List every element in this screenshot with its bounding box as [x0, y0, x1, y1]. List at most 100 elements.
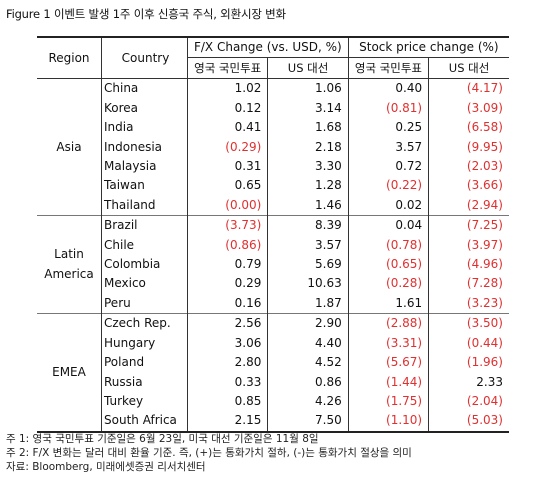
value-cell-fx-election: 1.87 — [267, 293, 349, 314]
footnotes: 주 1: 영국 국민투표 기준일은 6월 23일, 미국 대선 기준일은 11월… — [6, 432, 412, 474]
value-cell-fx-brexit: 1.02 — [186, 78, 268, 99]
value-cell-stock-election: (9.95) — [428, 137, 509, 158]
value-cell-stock-election: (0.44) — [428, 333, 509, 354]
value-cell-fx-brexit: 0.85 — [186, 391, 268, 412]
country-cell: Turkey — [104, 393, 144, 408]
value-cell-stock-election: (2.94) — [428, 195, 509, 216]
value-cell-fx-election: 0.86 — [267, 372, 349, 392]
value-cell-stock-brexit: (1.10) — [347, 411, 429, 433]
table-row: Taiwan 0.65 1.28 (0.22) (3.66) — [37, 176, 509, 196]
header-fx-brexit: 영국 국민투표 — [186, 57, 268, 80]
value-cell-stock-election: (3.09) — [428, 98, 509, 119]
value-cell-fx-brexit: 0.29 — [186, 274, 268, 294]
country-cell: Czech Rep. — [101, 313, 188, 334]
table-row: Malaysia 0.31 3.30 0.72 (2.03) — [37, 157, 509, 177]
table-row: Colombia 0.79 5.69 (0.65) (4.96) — [37, 255, 509, 275]
region-label-line: Latin — [54, 247, 84, 262]
table-row: Peru 0.16 1.87 1.61 (3.23) — [37, 293, 509, 314]
value-cell-stock-election: (4.96) — [428, 255, 509, 275]
value-cell-fx-election: 10.63 — [267, 274, 349, 294]
region-label: Asia — [37, 78, 102, 216]
country-cell: Korea — [104, 100, 139, 115]
value-cell-fx-election: 7.50 — [267, 411, 349, 433]
country-cell: Colombia — [104, 257, 161, 272]
region-label: EMEA — [37, 313, 102, 433]
value-cell-stock-election: (3.50) — [428, 313, 509, 334]
table-row: Latin America Brazil (3.73) 8.39 0.04 (7.25) — [37, 215, 509, 314]
country-cell: Indonesia — [104, 139, 163, 154]
table-body: Asia China 1.02 1.06 0.40 (4.17) Korea 0.12 3.14… — [37, 78, 509, 433]
value-cell-stock-brexit: (3.31) — [347, 333, 429, 354]
header-stock-brexit: 영국 국민투표 — [347, 57, 429, 80]
value-cell-fx-brexit: (0.00) — [186, 195, 268, 216]
value-cell-fx-brexit: 0.41 — [186, 118, 268, 138]
value-cell-stock-election: (3.97) — [428, 235, 509, 256]
country-cell: South Africa — [101, 411, 188, 433]
value-cell-fx-election: 4.52 — [267, 353, 349, 373]
value-cell-stock-brexit: (0.28) — [347, 274, 429, 294]
table-row: Hungary 3.06 4.40 (3.31) (0.44) — [37, 333, 509, 354]
country-cell: Poland — [104, 355, 145, 370]
value-cell-stock-brexit: 1.61 — [347, 293, 429, 314]
value-cell-stock-election: (1.96) — [428, 353, 509, 373]
value-cell-fx-brexit: (3.73) — [186, 215, 268, 236]
value-cell-stock-brexit: (1.44) — [347, 372, 429, 392]
header-region: Region — [37, 36, 102, 80]
figure-title: Figure 1 이벤트 발생 1주 이후 신흥국 주식, 외환시장 변화 — [6, 7, 286, 21]
value-cell-fx-brexit: (0.29) — [186, 137, 268, 158]
value-cell-fx-brexit: 0.31 — [186, 157, 268, 177]
value-cell-stock-brexit: (2.88) — [347, 313, 429, 334]
value-cell-stock-brexit: 0.72 — [347, 157, 429, 177]
header-stock-group: Stock price change (%) — [347, 36, 509, 58]
table-row: Russia 0.33 0.86 (1.44) 2.33 — [37, 372, 509, 392]
value-cell-stock-brexit: 0.04 — [347, 215, 429, 236]
value-cell-stock-brexit: 0.25 — [347, 118, 429, 138]
country-cell: Taiwan — [104, 178, 145, 193]
value-cell-fx-brexit: 3.06 — [186, 333, 268, 354]
value-cell-fx-election: 2.18 — [267, 137, 349, 158]
table-row: India 0.41 1.68 0.25 (6.58) — [37, 118, 509, 138]
footnote-1: 주 1: 영국 국민투표 기준일은 6월 23일, 미국 대선 기준일은 11월… — [6, 433, 319, 445]
country-cell: Thailand — [104, 197, 156, 212]
table-row: Turkey 0.85 4.26 (1.75) (2.04) — [37, 391, 509, 412]
country-cell: Russia — [104, 374, 143, 389]
value-cell-stock-brexit: 3.57 — [347, 137, 429, 158]
value-cell-stock-election: (3.66) — [428, 176, 509, 196]
value-cell-fx-election: 1.06 — [267, 78, 349, 99]
country-cell: Hungary — [104, 335, 156, 350]
table-row: Thailand (0.00) 1.46 0.02 (2.94) — [37, 195, 509, 216]
region-label: Latin America — [37, 215, 102, 314]
footnote-2: 주 2: F/X 변화는 달러 대비 환율 기준. 즉, (+)는 통화가치 절… — [6, 447, 412, 459]
table-row: Poland 2.80 4.52 (5.67) (1.96) — [37, 353, 509, 373]
country-cell: Peru — [104, 295, 131, 310]
value-cell-fx-election: 3.57 — [267, 235, 349, 256]
value-cell-fx-brexit: 0.33 — [186, 372, 268, 392]
country-cell: Brazil — [101, 215, 188, 236]
table-row: Mexico 0.29 10.63 (0.28) (7.28) — [37, 274, 509, 294]
value-cell-fx-brexit: 0.79 — [186, 255, 268, 275]
value-cell-fx-brexit: 0.12 — [186, 98, 268, 119]
value-cell-fx-election: 2.90 — [267, 313, 349, 334]
value-cell-fx-election: 3.14 — [267, 98, 349, 119]
value-cell-stock-election: (2.04) — [428, 391, 509, 412]
value-cell-stock-election: (6.58) — [428, 118, 509, 138]
header-country: Country — [101, 36, 188, 80]
value-cell-stock-election: (7.25) — [428, 215, 509, 236]
value-cell-fx-brexit: 2.80 — [186, 353, 268, 373]
value-cell-fx-election: 1.46 — [267, 195, 349, 216]
value-cell-fx-election: 4.26 — [267, 391, 349, 412]
value-cell-fx-election: 4.40 — [267, 333, 349, 354]
data-table: Region Country F/X Change (vs. USD, %) S… — [37, 36, 509, 433]
table-row: Indonesia (0.29) 2.18 3.57 (9.95) — [37, 137, 509, 158]
table-row: Korea 0.12 3.14 (0.81) (3.09) — [37, 98, 509, 119]
value-cell-stock-election: (5.03) — [428, 411, 509, 433]
table-row: EMEA Czech Rep. 2.56 2.90 (2.88) (3.50) — [37, 313, 509, 433]
value-cell-stock-brexit: (5.67) — [347, 353, 429, 373]
header-stock-election: US 대선 — [428, 57, 509, 80]
value-cell-fx-brexit: (0.86) — [186, 235, 268, 256]
value-cell-fx-brexit: 0.65 — [186, 176, 268, 196]
country-cell: Malaysia — [104, 159, 157, 174]
country-cell: China — [104, 81, 139, 96]
value-cell-stock-brexit: 0.02 — [347, 195, 429, 216]
value-cell-stock-election: (3.23) — [428, 293, 509, 314]
